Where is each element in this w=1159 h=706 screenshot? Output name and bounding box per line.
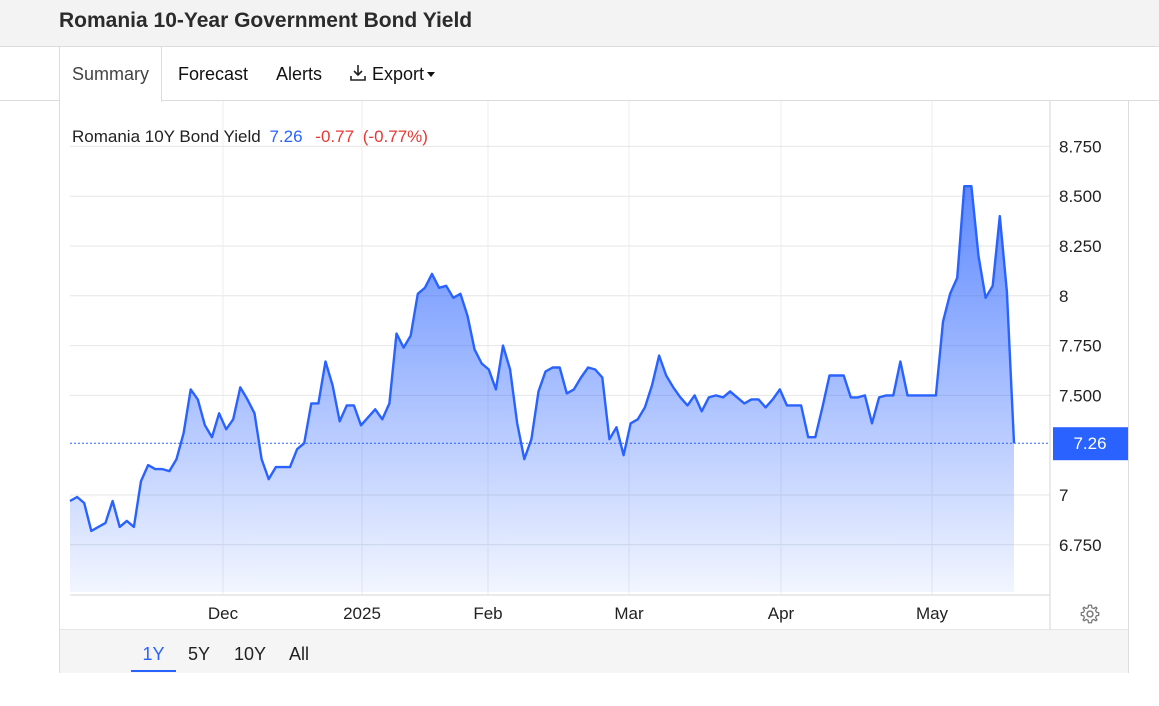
download-icon <box>350 65 366 81</box>
legend-series-name: Romania 10Y Bond Yield <box>72 127 261 146</box>
legend-change-pct: (-0.77%) <box>362 127 428 146</box>
y-tick-label: 8 <box>1059 287 1068 306</box>
range-5y-button[interactable]: 5Y <box>187 644 211 664</box>
range-bar <box>60 629 1128 673</box>
tab-forecast[interactable]: Forecast <box>178 64 249 84</box>
last-value-badge: 7.26 <box>1053 427 1128 461</box>
series-area <box>70 186 1014 592</box>
last-value-label: 7.26 <box>1073 434 1106 453</box>
y-tick-label: 7 <box>1059 486 1068 505</box>
caret-down-icon <box>427 72 436 77</box>
x-tick-label: Mar <box>614 604 644 623</box>
x-tick-label: 2025 <box>343 604 381 623</box>
tab-alerts[interactable]: Alerts <box>276 64 323 84</box>
tab-summary[interactable]: Summary <box>59 47 163 102</box>
range-1y-button[interactable]: 1Y <box>131 636 176 672</box>
export-label: Export <box>372 64 425 84</box>
x-tick-label: May <box>916 604 949 623</box>
y-tick-label: 6.750 <box>1059 536 1102 555</box>
page-title: Romania 10-Year Government Bond Yield <box>59 9 473 32</box>
y-tick-label: 8.750 <box>1059 137 1102 156</box>
header-bar: Romania 10-Year Government Bond Yield <box>0 0 1159 47</box>
y-axis-labels: 8.750 8.500 8.250 8 7.750 7.500 7 6.750 <box>1059 137 1102 554</box>
chart-legend: Romania 10Y Bond Yield 7.26 -0.77 (-0.77… <box>72 127 432 147</box>
x-axis-labels: Dec 2025 Feb Mar Apr May <box>208 604 949 623</box>
range-10y-button[interactable]: 10Y <box>233 644 267 664</box>
gear-icon[interactable] <box>1079 603 1101 625</box>
y-tick-label: 7.750 <box>1059 337 1102 356</box>
x-tick-label: Dec <box>208 604 239 623</box>
x-tick-label: Apr <box>768 604 795 623</box>
export-button[interactable]: Export <box>348 47 436 101</box>
tab-bar: Summary Forecast Alerts Export <box>0 47 1159 102</box>
y-tick-label: 8.500 <box>1059 187 1102 206</box>
range-all-button[interactable]: All <box>288 644 309 664</box>
y-tick-label: 7.500 <box>1059 386 1102 405</box>
y-tick-label: 8.250 <box>1059 237 1102 256</box>
x-tick-label: Feb <box>473 604 502 623</box>
legend-value: 7.26 <box>269 127 303 146</box>
legend-change: -0.77 <box>315 127 355 146</box>
series-line <box>69 185 1016 533</box>
